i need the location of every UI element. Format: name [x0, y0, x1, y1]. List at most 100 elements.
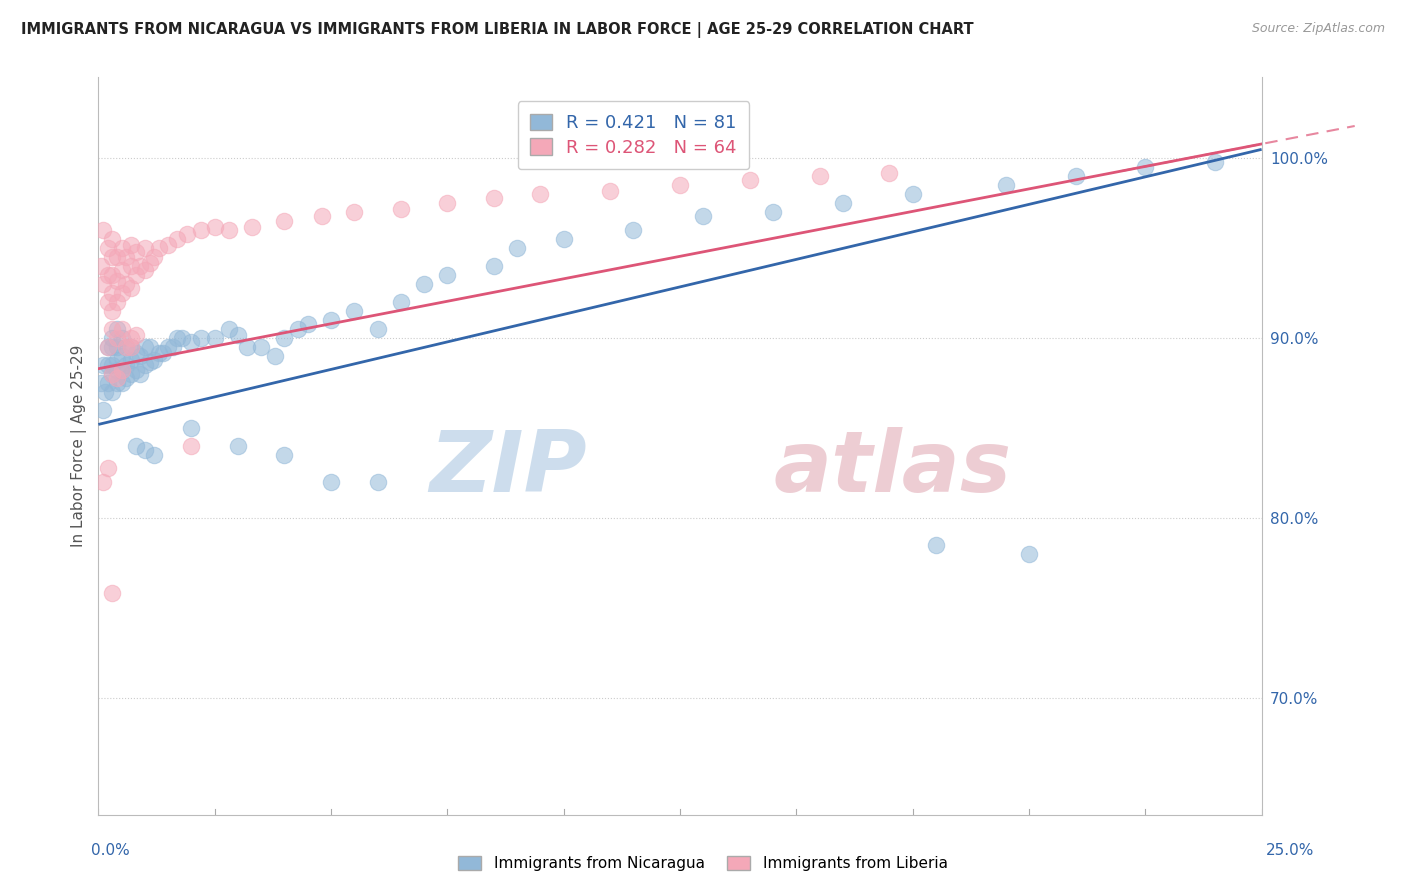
- Point: [218, 223, 240, 237]
- Point: [115, 340, 138, 354]
- Point: [105, 250, 128, 264]
- Point: [218, 322, 240, 336]
- Point: [101, 340, 124, 354]
- Point: [91, 223, 114, 237]
- Point: [273, 214, 295, 228]
- Point: [143, 250, 166, 264]
- Point: [148, 241, 170, 255]
- Point: [138, 354, 160, 368]
- Point: [901, 187, 924, 202]
- Point: [180, 334, 202, 349]
- Point: [120, 340, 142, 354]
- Point: [105, 322, 128, 336]
- Point: [120, 352, 142, 367]
- Point: [273, 331, 295, 345]
- Point: [1018, 547, 1040, 561]
- Point: [226, 327, 249, 342]
- Point: [110, 331, 132, 345]
- Text: IMMIGRANTS FROM NICARAGUA VS IMMIGRANTS FROM LIBERIA IN LABOR FORCE | AGE 25-29 : IMMIGRANTS FROM NICARAGUA VS IMMIGRANTS …: [21, 22, 974, 38]
- Point: [120, 281, 142, 295]
- Point: [101, 367, 124, 381]
- Point: [172, 331, 194, 345]
- Point: [152, 345, 174, 359]
- Point: [190, 223, 212, 237]
- Point: [91, 403, 114, 417]
- Point: [138, 255, 160, 269]
- Point: [110, 322, 132, 336]
- Point: [623, 223, 645, 237]
- Point: [115, 358, 138, 372]
- Point: [236, 340, 259, 354]
- Point: [129, 367, 152, 381]
- Point: [240, 219, 263, 234]
- Point: [101, 268, 124, 283]
- Point: [925, 538, 948, 552]
- Point: [389, 295, 412, 310]
- Point: [506, 241, 529, 255]
- Point: [599, 184, 621, 198]
- Point: [134, 262, 156, 277]
- Point: [101, 367, 124, 381]
- Point: [389, 202, 412, 216]
- Point: [273, 448, 295, 462]
- Point: [120, 367, 142, 381]
- Point: [287, 322, 309, 336]
- Point: [831, 196, 853, 211]
- Point: [529, 187, 551, 202]
- Point: [110, 241, 132, 255]
- Point: [436, 196, 458, 211]
- Point: [91, 475, 114, 489]
- Point: [482, 259, 505, 273]
- Point: [105, 370, 128, 384]
- Point: [105, 295, 128, 310]
- Point: [166, 331, 188, 345]
- Point: [367, 475, 389, 489]
- Point: [101, 331, 124, 345]
- Point: [97, 295, 120, 310]
- Point: [879, 166, 901, 180]
- Point: [120, 340, 142, 354]
- Point: [120, 331, 142, 345]
- Point: [97, 340, 120, 354]
- Point: [115, 277, 138, 292]
- Text: 25.0%: 25.0%: [1267, 843, 1315, 858]
- Point: [1064, 169, 1087, 184]
- Point: [143, 352, 166, 367]
- Point: [808, 169, 831, 184]
- Point: [94, 385, 117, 400]
- Point: [101, 385, 124, 400]
- Point: [143, 448, 166, 462]
- Point: [994, 178, 1017, 193]
- Point: [124, 268, 146, 283]
- Point: [105, 340, 128, 354]
- Point: [115, 340, 138, 354]
- Point: [134, 442, 156, 457]
- Point: [105, 376, 128, 390]
- Point: [162, 340, 184, 354]
- Point: [91, 277, 114, 292]
- Point: [204, 331, 226, 345]
- Point: [101, 304, 124, 318]
- Point: [250, 340, 273, 354]
- Point: [204, 219, 226, 234]
- Text: ZIP: ZIP: [429, 426, 586, 509]
- Point: [134, 241, 156, 255]
- Point: [669, 178, 692, 193]
- Point: [105, 363, 128, 377]
- Y-axis label: In Labor Force | Age 25-29: In Labor Force | Age 25-29: [72, 345, 87, 547]
- Legend: R = 0.421   N = 81, R = 0.282   N = 64: R = 0.421 N = 81, R = 0.282 N = 64: [517, 101, 749, 169]
- Point: [110, 262, 132, 277]
- Text: Source: ZipAtlas.com: Source: ZipAtlas.com: [1251, 22, 1385, 36]
- Point: [180, 439, 202, 453]
- Point: [166, 232, 188, 246]
- Point: [157, 340, 180, 354]
- Point: [311, 209, 333, 223]
- Point: [319, 313, 342, 327]
- Point: [105, 274, 128, 288]
- Point: [482, 191, 505, 205]
- Point: [110, 363, 132, 377]
- Point: [124, 345, 146, 359]
- Point: [124, 244, 146, 259]
- Point: [120, 237, 142, 252]
- Point: [264, 349, 287, 363]
